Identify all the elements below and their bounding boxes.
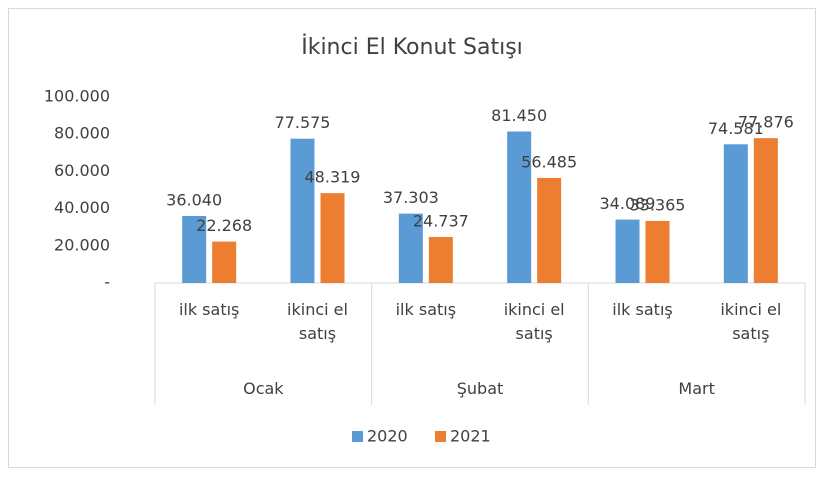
x-tick-label: ilk satış xyxy=(612,300,673,319)
data-label: 77.575 xyxy=(275,113,331,132)
bar xyxy=(507,131,532,283)
bar xyxy=(428,236,453,283)
bar xyxy=(398,213,423,283)
bar xyxy=(753,138,778,283)
data-label: 22.268 xyxy=(196,216,252,235)
legend-label: 2021 xyxy=(450,427,491,446)
data-label: 24.737 xyxy=(413,211,469,230)
x-tick-label: ilk satış xyxy=(395,300,457,319)
bar xyxy=(723,144,748,283)
bar xyxy=(182,215,207,283)
group-label: Mart xyxy=(678,379,715,398)
bar xyxy=(645,220,670,283)
y-tick-label: 20.000 xyxy=(54,235,110,254)
x-tick-label: ikinci el satış xyxy=(503,300,565,343)
x-tick-label: ikinci el satış xyxy=(287,300,348,343)
y-tick-label: 100.000 xyxy=(44,87,110,106)
data-label: 48.319 xyxy=(305,168,361,187)
y-tick-label: 60.000 xyxy=(54,161,110,180)
group-label: Şubat xyxy=(456,379,504,398)
chart-title: İkinci El Konut Satışı xyxy=(301,34,523,60)
data-label: 81.450 xyxy=(491,106,547,125)
legend-label: 2020 xyxy=(367,427,408,446)
y-tick-label: 80.000 xyxy=(54,124,110,143)
bar xyxy=(537,177,562,283)
group-label: Ocak xyxy=(243,379,284,398)
data-label: 74.581 xyxy=(708,119,764,138)
bar xyxy=(290,138,315,283)
data-label: 34.089 xyxy=(600,194,656,213)
data-label: 36.040 xyxy=(166,190,222,209)
data-label: 56.485 xyxy=(521,152,577,171)
legend-swatch xyxy=(352,431,363,442)
legend-swatch xyxy=(435,431,446,442)
data-label: 33.365 xyxy=(630,195,686,214)
bar xyxy=(212,241,237,283)
bar xyxy=(320,193,345,283)
y-tick-label: - xyxy=(104,273,110,292)
data-label: 77.876 xyxy=(738,113,794,132)
data-label: 37.303 xyxy=(383,188,439,207)
x-tick-label: ilk satış xyxy=(178,300,240,319)
bar xyxy=(615,219,640,283)
x-tick-label: ikinci el satış xyxy=(720,300,782,343)
y-tick-label: 40.000 xyxy=(54,198,110,217)
